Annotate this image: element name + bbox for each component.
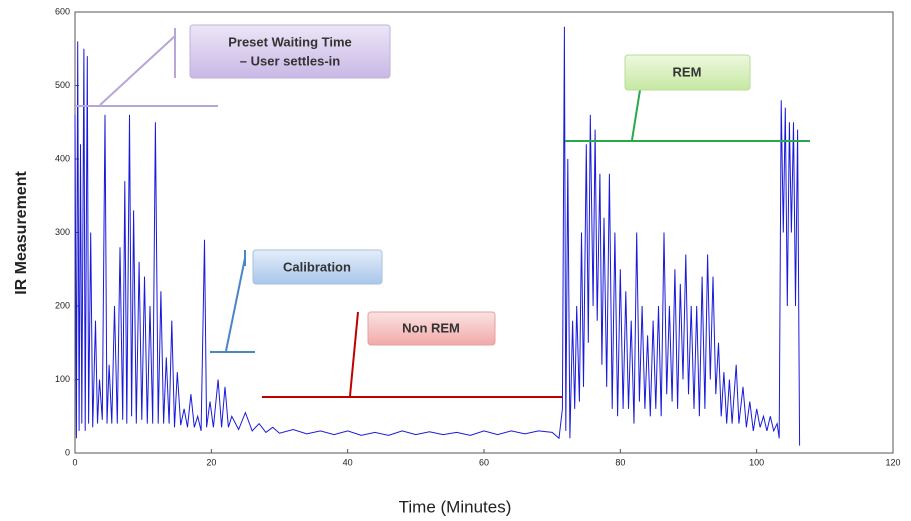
y-tick-label: 0 <box>65 447 70 457</box>
x-tick-label: 80 <box>615 457 625 467</box>
x-tick-label: 0 <box>72 457 77 467</box>
annotation-box <box>624 54 751 91</box>
callouts <box>75 28 810 398</box>
annotation-box <box>189 24 391 79</box>
data-line <box>74 26 801 446</box>
y-tick-label: 300 <box>55 227 70 237</box>
plot-area <box>74 11 894 454</box>
annotation-text: REM <box>673 64 702 79</box>
y-tick-label: 100 <box>55 374 70 384</box>
x-tick-label: 40 <box>343 457 353 467</box>
x-tick-label: 60 <box>479 457 489 467</box>
annotation-box <box>367 311 496 346</box>
callout-nonrem <box>262 311 562 398</box>
y-tick-label: 500 <box>55 80 70 90</box>
annotation-text: Preset Waiting Time <box>228 34 352 49</box>
x-axis-label: Time (Minutes) <box>399 497 512 516</box>
y-axis-label: IR Measurement <box>13 171 30 295</box>
y-tick-label: 600 <box>55 6 70 16</box>
y-tick-label: 200 <box>55 300 70 310</box>
annotation-box <box>252 249 383 285</box>
annotation-text: Calibration <box>283 259 351 274</box>
x-tick-label: 120 <box>885 457 900 467</box>
callout-calibration <box>210 250 255 353</box>
callout-preset <box>75 28 218 107</box>
callout-rem <box>565 89 810 142</box>
x-tick-label: 20 <box>206 457 216 467</box>
annotation-text: Non REM <box>402 320 460 335</box>
annotation-text: – User settles-in <box>240 53 340 68</box>
x-tick-label: 100 <box>749 457 764 467</box>
y-tick-label: 400 <box>55 153 70 163</box>
